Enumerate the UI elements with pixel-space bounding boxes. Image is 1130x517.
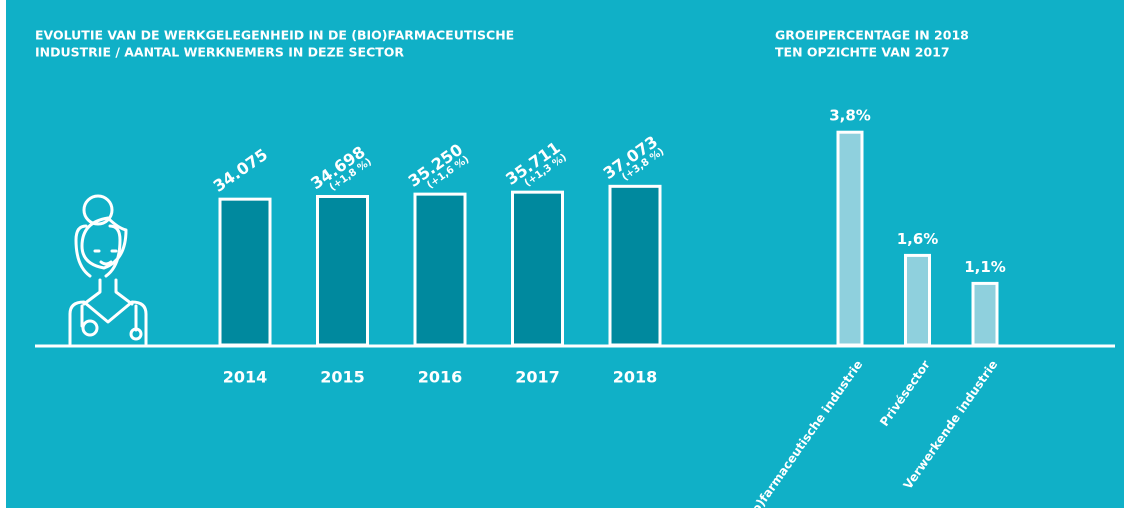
chart-title: EVOLUTIE VAN DE WERKGELEGENHEID IN DE (B…	[35, 28, 514, 43]
x-tick-label: 2014	[223, 368, 268, 387]
bar	[513, 192, 563, 345]
x-tick-label: 2017	[515, 368, 560, 387]
bar	[838, 132, 862, 345]
bar	[906, 255, 930, 345]
bar	[973, 283, 997, 345]
x-tick-label: 2018	[613, 368, 658, 387]
chart-title: TEN OPZICHTE VAN 2017	[775, 45, 950, 60]
bar	[220, 199, 270, 345]
value-label: 3,8%	[829, 107, 871, 125]
bar	[318, 196, 368, 345]
bar	[415, 194, 465, 345]
page: {"chart_data": [ {"type": "bar", "title"…	[0, 0, 1130, 517]
background	[6, 0, 1124, 508]
x-tick-label: 2015	[320, 368, 365, 387]
chart-title: INDUSTRIE / AANTAL WERKNEMERS IN DEZE SE…	[35, 45, 404, 60]
value-label: 1,1%	[964, 258, 1006, 276]
x-tick-label: 2016	[418, 368, 463, 387]
infographic: EVOLUTIE VAN DE WERKGELEGENHEID IN DE (B…	[0, 0, 1130, 517]
chart-title: GROEIPERCENTAGE IN 2018	[775, 28, 969, 43]
value-label: 1,6%	[897, 230, 939, 248]
bar	[610, 186, 660, 345]
